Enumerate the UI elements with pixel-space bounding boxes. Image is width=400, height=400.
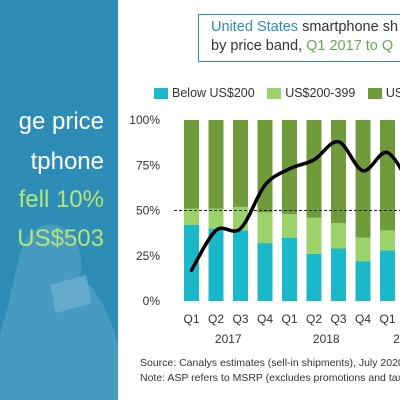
bar-segment	[306, 217, 322, 254]
person-photo	[0, 224, 118, 400]
bar-segment	[282, 237, 297, 301]
legend-swatch-2	[267, 87, 282, 99]
bar-segment	[257, 243, 273, 301]
bar-segment	[355, 120, 371, 238]
x-tick-label: Q2	[208, 312, 224, 326]
chart-legend: Below US$200 US$200-399 US$	[154, 86, 400, 104]
x-tick-label: Q2	[306, 312, 322, 326]
bar-segment	[380, 230, 395, 251]
chart-panel: United States smartphone sh by price ban…	[118, 0, 400, 400]
chart-notes: Source: Canalys estimates (sell-in shipm…	[140, 356, 400, 386]
legend-item-1: Below US$200	[154, 86, 255, 100]
x-tick-label: Q4	[355, 312, 371, 326]
asp-trend-line	[189, 139, 400, 272]
x-tick-label: Q3	[232, 312, 248, 326]
title-part-1: United States	[211, 19, 299, 35]
legend-item-2: US$200-399	[267, 86, 355, 100]
bar-segment	[355, 261, 371, 301]
title-part-3: by price band,	[211, 38, 307, 54]
bar-segment	[184, 224, 199, 301]
x-tick-label: Q3	[330, 312, 346, 326]
y-tick-label: 0%	[143, 294, 161, 308]
y-tick-label: 25%	[136, 249, 160, 263]
bar-segment	[184, 208, 199, 225]
bar-segment	[233, 120, 248, 207]
bar-segment	[208, 120, 224, 209]
headline-line-3: fell 10%	[18, 186, 104, 213]
bar-segment	[233, 230, 248, 301]
title-part-4: Q1 2017 to Q	[306, 38, 394, 54]
source-note: Source: Canalys estimates (sell-in shipm…	[140, 357, 400, 369]
bar-segment	[184, 120, 199, 209]
year-label: 2017	[215, 332, 242, 346]
bar-segment	[282, 214, 297, 238]
legend-label-3: US$	[385, 86, 400, 100]
year-label: 20	[393, 332, 400, 346]
y-tick-label: 50%	[136, 204, 160, 218]
bar-segment	[306, 253, 322, 301]
headline-line-4: US$503	[17, 225, 104, 252]
legend-swatch-3	[367, 87, 382, 99]
stacked-bar-chart: 0%25%50%75%100%Q1Q2Q3Q4Q1Q2Q3Q4Q1Q220172…	[129, 113, 400, 346]
bar-segment	[257, 212, 273, 244]
bar-segment	[380, 250, 395, 301]
legend-swatch-1	[154, 87, 168, 99]
title-part-2: smartphone sh	[298, 19, 399, 35]
headline-line-2: tphone	[30, 148, 104, 175]
bar-segment	[331, 248, 346, 301]
bar-segment	[257, 120, 273, 213]
bar-segment	[208, 208, 224, 229]
chart-title: United States smartphone sh by price ban…	[198, 14, 400, 62]
x-tick-label: Q1	[183, 312, 199, 326]
asp-note: Note: ASP refers to MSRP (excludes promo…	[140, 372, 400, 384]
bar-segment	[355, 237, 371, 262]
y-tick-label: 75%	[136, 158, 160, 172]
legend-label-2: US$200-399	[285, 86, 356, 100]
year-label: 2018	[313, 332, 340, 346]
bar-segment	[380, 120, 395, 231]
headline-line-1: ge price	[18, 108, 104, 135]
legend-label-1: Below US$200	[172, 86, 255, 100]
bar-segment	[208, 228, 224, 301]
headline-panel: ge price tphone fell 10% US$503	[0, 0, 118, 400]
bar-segment	[331, 120, 346, 224]
legend-item-3: US$	[367, 86, 400, 100]
bar-segment	[331, 223, 346, 249]
bar-segment	[306, 120, 322, 218]
x-tick-label: Q1	[281, 312, 297, 326]
y-tick-label: 100%	[129, 113, 160, 127]
x-tick-label: Q1	[379, 312, 395, 326]
x-tick-label: Q4	[257, 312, 273, 326]
